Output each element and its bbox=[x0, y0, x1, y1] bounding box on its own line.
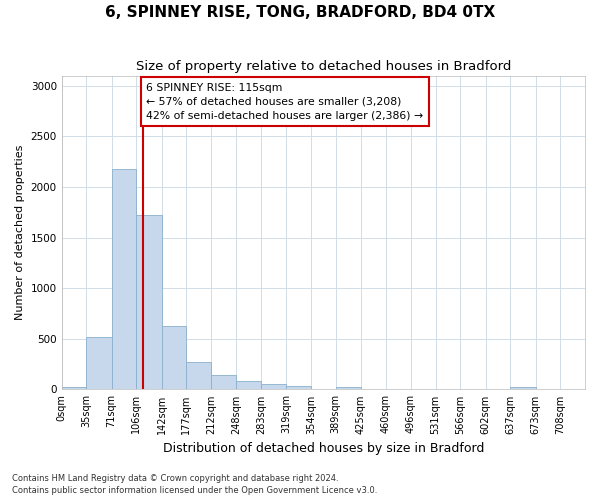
Text: 6 SPINNEY RISE: 115sqm
← 57% of detached houses are smaller (3,208)
42% of semi-: 6 SPINNEY RISE: 115sqm ← 57% of detached… bbox=[146, 82, 424, 120]
Bar bbox=[86, 337, 112, 390]
Text: Contains HM Land Registry data © Crown copyright and database right 2024.
Contai: Contains HM Land Registry data © Crown c… bbox=[12, 474, 377, 495]
Bar bbox=[411, 389, 436, 390]
Bar bbox=[187, 362, 211, 390]
Bar bbox=[112, 168, 136, 390]
Bar bbox=[361, 389, 386, 390]
Bar bbox=[386, 389, 411, 390]
Text: 6, SPINNEY RISE, TONG, BRADFORD, BD4 0TX: 6, SPINNEY RISE, TONG, BRADFORD, BD4 0TX bbox=[105, 5, 495, 20]
Bar bbox=[311, 389, 335, 390]
Bar bbox=[335, 388, 361, 390]
Bar bbox=[161, 326, 187, 390]
X-axis label: Distribution of detached houses by size in Bradford: Distribution of detached houses by size … bbox=[163, 442, 484, 455]
Bar bbox=[286, 386, 311, 390]
Bar bbox=[136, 216, 161, 390]
Bar bbox=[511, 388, 536, 390]
Bar bbox=[211, 376, 236, 390]
Bar bbox=[261, 384, 286, 390]
Title: Size of property relative to detached houses in Bradford: Size of property relative to detached ho… bbox=[136, 60, 511, 73]
Bar bbox=[236, 382, 261, 390]
Bar bbox=[62, 388, 86, 390]
Y-axis label: Number of detached properties: Number of detached properties bbox=[15, 145, 25, 320]
